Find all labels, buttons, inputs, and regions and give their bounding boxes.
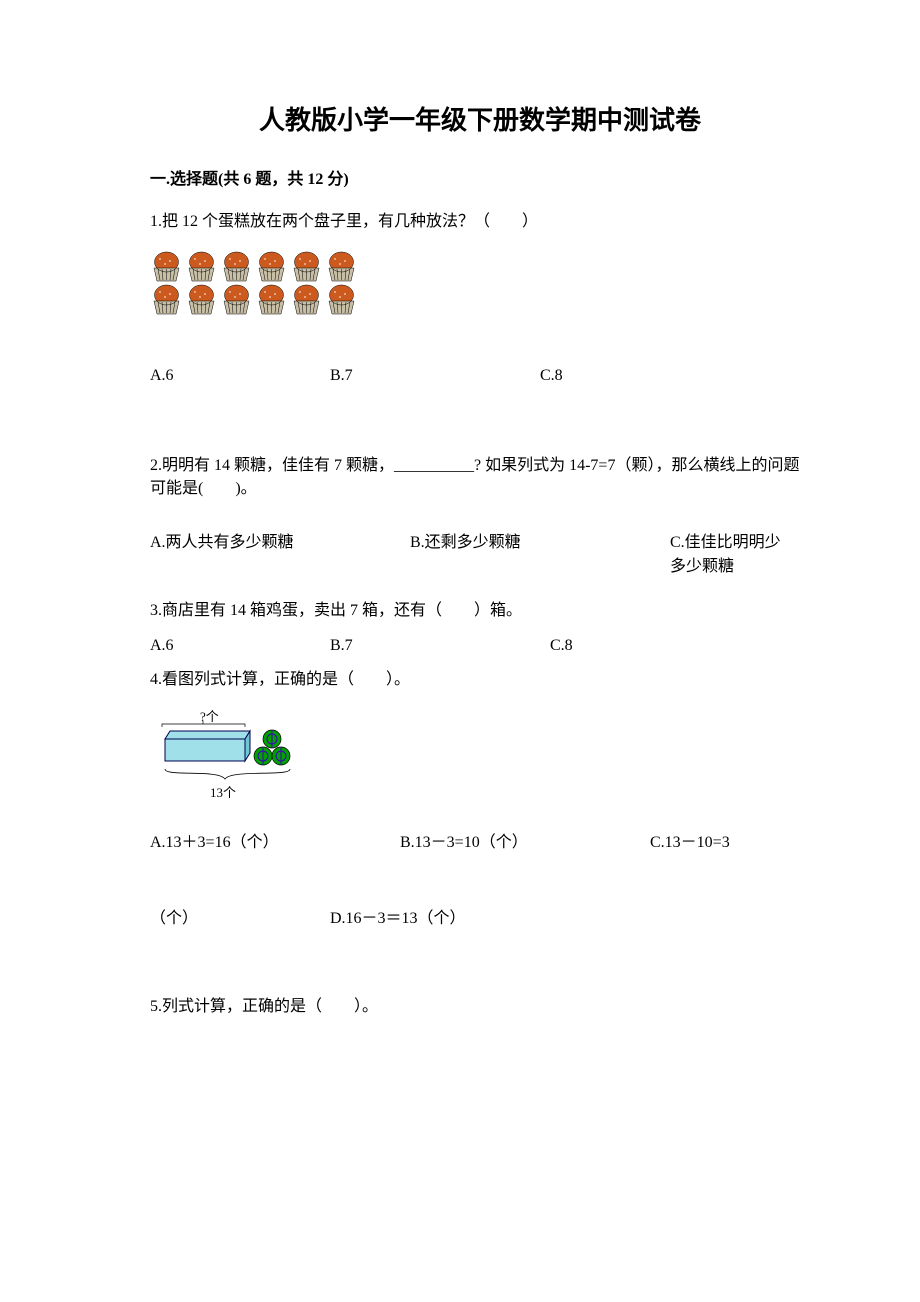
section-1-header: 一.选择题(共 6 题，共 12 分): [150, 165, 810, 189]
option-b: B.7: [330, 367, 540, 385]
ball-icon: [263, 730, 281, 748]
question-1-image: [150, 251, 810, 315]
cupcake-icon: [290, 284, 323, 315]
option-a: A.13＋3=16（个）: [150, 828, 400, 852]
diagram-bottom-label: 13个: [210, 785, 236, 800]
option-b: B.13－3=10（个）: [400, 828, 650, 852]
option-c: C.佳佳比明明少多少颗糖: [670, 528, 790, 576]
question-3-options: A.6 B.7 C.8: [150, 637, 810, 655]
cupcake-icon: [220, 251, 253, 282]
page-title: 人教版小学一年级下册数学期中测试卷: [150, 100, 810, 137]
option-c-tail: （个）: [150, 904, 330, 928]
question-4-diagram: ?个: [150, 709, 810, 806]
cupcake-icon: [325, 284, 358, 315]
cupcake-icon: [150, 251, 183, 282]
ball-icon: [254, 747, 272, 765]
question-4-options: A.13＋3=16（个） B.13－3=10（个） C.13－10=3 （个） …: [150, 828, 810, 928]
option-b: B.还剩多少颗糖: [410, 528, 670, 576]
option-a: A.两人共有多少颗糖: [150, 528, 410, 576]
option-a: A.6: [150, 367, 330, 385]
option-c: C.8: [550, 637, 573, 655]
option-a: A.6: [150, 637, 330, 655]
question-1-text: 1.把 12 个蛋糕放在两个盘子里，有几种放法？（ ）: [150, 211, 810, 233]
cupcake-icon: [255, 251, 288, 282]
question-2-text: 2.明明有 14 颗糖，佳佳有 7 颗糖，__________? 如果列式为 1…: [150, 455, 810, 500]
cupcake-icon: [220, 284, 253, 315]
cupcake-icon: [255, 284, 288, 315]
cupcake-icon: [185, 284, 218, 315]
ball-icon: [272, 747, 290, 765]
option-b: B.7: [330, 637, 550, 655]
question-1-options: A.6 B.7 C.8: [150, 367, 810, 385]
cupcake-icon: [185, 251, 218, 282]
option-c: C.8: [540, 367, 563, 385]
option-d: D.16－3＝13（个）: [330, 904, 466, 928]
cupcake-icon: [150, 284, 183, 315]
question-2-options: A.两人共有多少颗糖 B.还剩多少颗糖 C.佳佳比明明少多少颗糖: [150, 528, 810, 576]
cupcake-icon: [290, 251, 323, 282]
cupcake-icon: [325, 251, 358, 282]
option-c: C.13－10=3: [650, 828, 730, 852]
question-4-text: 4.看图列式计算，正确的是（ ）。: [150, 669, 810, 691]
question-5-text: 5.列式计算，正确的是（ ）。: [150, 996, 810, 1018]
question-3-text: 3.商店里有 14 箱鸡蛋，卖出 7 箱，还有（ ）箱。: [150, 600, 810, 622]
